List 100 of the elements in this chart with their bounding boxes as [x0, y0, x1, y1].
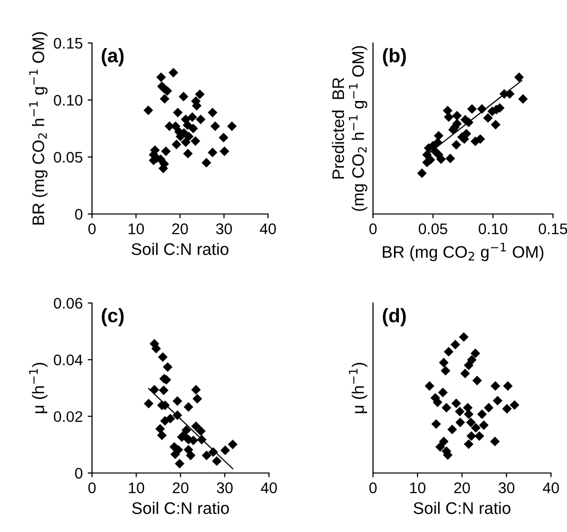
point — [188, 124, 198, 134]
text: (d) — [382, 308, 406, 326]
y-tick-label: 0.02 — [54, 411, 82, 422]
y-axis-title: μ (h$^{−1}$) — [29, 362, 48, 414]
x-axis-title: Soil C:N ratio — [132, 502, 229, 514]
point — [208, 148, 218, 158]
y-tick-label: 0 — [75, 468, 82, 479]
point — [220, 146, 230, 156]
point — [492, 396, 502, 406]
point — [466, 431, 476, 441]
point — [438, 436, 449, 446]
x-tick-label: 0.10 — [478, 223, 508, 234]
point — [196, 114, 206, 124]
point — [178, 92, 188, 102]
point — [228, 440, 238, 450]
point — [202, 158, 212, 168]
point — [172, 396, 182, 406]
point — [151, 344, 161, 354]
point — [445, 154, 456, 164]
x-tick-label: 40 — [260, 482, 277, 494]
point — [452, 110, 462, 120]
x-axis-title: Soil C:N ratio — [414, 502, 510, 514]
point — [174, 458, 184, 468]
point — [210, 121, 220, 132]
point — [150, 384, 160, 395]
point — [484, 402, 494, 413]
point — [454, 406, 465, 416]
point — [417, 168, 427, 178]
y-tick-label: 0.06 — [54, 298, 82, 309]
annotation: (a) — [102, 48, 124, 66]
y-tick-label: 0 — [75, 208, 82, 220]
x-tick-label: 20 — [172, 482, 188, 494]
point — [483, 113, 493, 123]
y-tick-label: 0.15 — [54, 38, 82, 49]
point — [161, 146, 171, 156]
x-axis-title: Soil C:N ratio — [132, 242, 228, 256]
point — [182, 120, 192, 130]
point — [464, 360, 474, 370]
x-tick-label: 40 — [260, 223, 276, 234]
y-axis-title: BR (mg CO$_{2}$ h$^{−1}$ g$^{−1}$ OM) — [29, 32, 48, 224]
point — [194, 89, 205, 100]
point — [514, 72, 524, 82]
y-tick-label: 0.05 — [54, 152, 82, 163]
point — [422, 150, 432, 160]
x-tick-label: 10 — [128, 482, 144, 494]
point — [477, 104, 487, 114]
point — [162, 362, 172, 372]
point — [470, 348, 480, 358]
x-tick-label: 20 — [454, 482, 470, 494]
point — [472, 376, 482, 386]
point — [144, 398, 154, 408]
point — [490, 120, 500, 130]
point — [470, 136, 480, 146]
point — [184, 402, 194, 412]
x-tick-label: 30 — [498, 482, 514, 494]
point — [196, 426, 206, 436]
x-tick-label: 30 — [216, 223, 232, 234]
point — [191, 421, 201, 432]
point — [172, 140, 182, 150]
point — [188, 112, 198, 122]
point — [180, 137, 191, 147]
point — [156, 72, 166, 82]
x-axis-title: BR (mg CO$_{2}$ g$^{−1}$ OM) — [382, 242, 544, 262]
point — [160, 94, 170, 104]
point — [186, 450, 196, 460]
point — [444, 112, 454, 122]
point — [490, 436, 500, 446]
point — [158, 352, 168, 362]
point — [190, 136, 200, 146]
x-tick-label: 10 — [410, 482, 426, 494]
point — [157, 430, 167, 440]
point — [168, 68, 178, 78]
x-tick-label: 0 — [88, 482, 96, 494]
point — [431, 419, 441, 429]
point — [518, 94, 528, 104]
point — [455, 418, 466, 428]
point — [227, 121, 237, 132]
point — [436, 154, 446, 164]
point — [477, 409, 487, 420]
point — [444, 346, 454, 356]
point — [490, 381, 500, 391]
y-tick-label: 0.04 — [54, 354, 83, 366]
point — [424, 381, 434, 391]
point — [470, 423, 481, 433]
point — [155, 424, 165, 434]
x-tick-label: 0 — [88, 223, 96, 234]
x-tick-label: 20 — [172, 223, 188, 234]
annotation: (c) — [102, 308, 124, 326]
point — [503, 381, 513, 391]
point — [450, 340, 460, 350]
x-tick-label: 30 — [216, 482, 233, 494]
x-tick-label: 10 — [128, 223, 144, 234]
point — [183, 148, 193, 158]
point — [212, 456, 222, 466]
point — [442, 402, 452, 413]
point — [467, 104, 477, 114]
point — [158, 385, 168, 396]
point — [172, 410, 182, 420]
y-tick-label: 0.10 — [54, 94, 82, 106]
point — [184, 132, 194, 142]
